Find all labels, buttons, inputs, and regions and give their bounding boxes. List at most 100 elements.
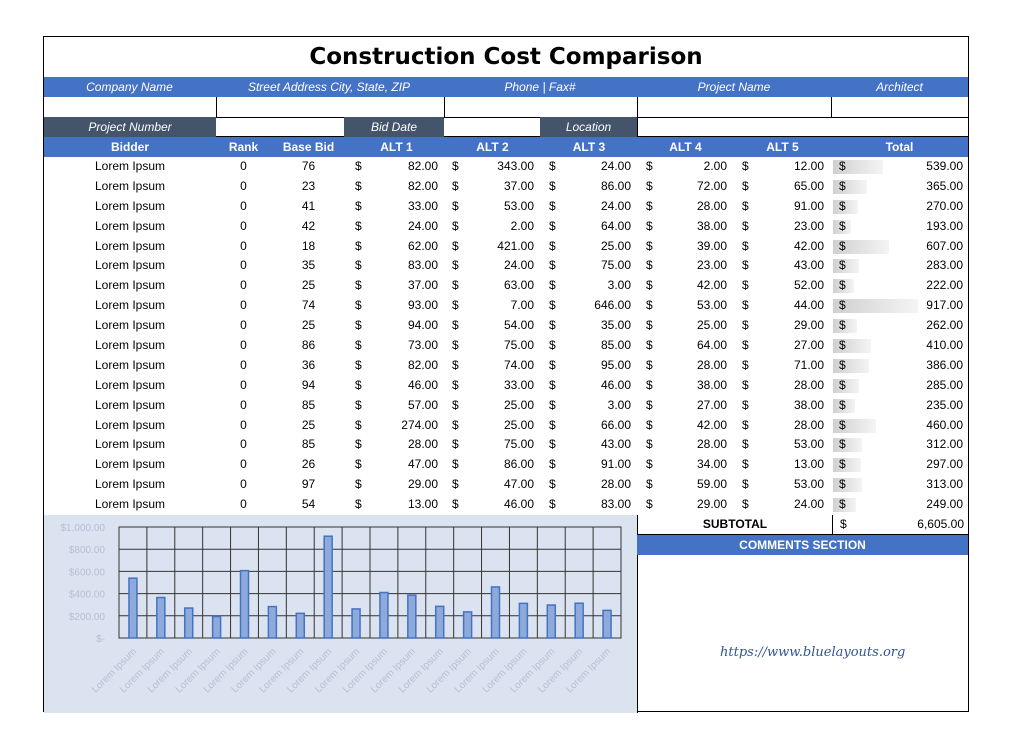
cell-alt3[interactable]: 95.00 — [600, 357, 631, 372]
cell-rank[interactable]: 0 — [240, 198, 247, 213]
cell-alt5[interactable]: 23.00 — [793, 218, 824, 233]
location-input[interactable] — [637, 117, 968, 137]
cell-alt3[interactable]: 86.00 — [600, 178, 631, 193]
cell-bidder[interactable]: Lorem Ipsum — [94, 278, 166, 293]
cell-base[interactable]: 86 — [301, 338, 316, 353]
cell-alt5[interactable]: 29.00 — [793, 318, 824, 333]
cell-total[interactable]: 262.00 — [926, 318, 963, 333]
cell-alt2[interactable]: 63.00 — [503, 278, 534, 293]
cell-base[interactable]: 23 — [301, 178, 316, 193]
cell-total[interactable]: 365.00 — [926, 178, 963, 193]
cell-base[interactable]: 36 — [301, 357, 316, 372]
cell-bidder[interactable]: Lorem Ipsum — [94, 477, 166, 492]
cell-base[interactable]: 25 — [301, 417, 316, 432]
cell-alt5[interactable]: 12.00 — [793, 159, 824, 173]
cell-alt3[interactable]: 64.00 — [600, 218, 631, 233]
cell-total[interactable]: 222.00 — [926, 278, 963, 293]
cell-total[interactable]: 607.00 — [926, 238, 963, 253]
cell-total[interactable]: 917.00 — [926, 298, 963, 313]
cell-alt1[interactable]: 82.00 — [407, 159, 438, 173]
cell-rank[interactable]: 0 — [240, 318, 247, 333]
cell-alt3[interactable]: 46.00 — [600, 377, 631, 392]
architect-input[interactable] — [831, 97, 968, 118]
cell-alt4[interactable]: 64.00 — [696, 338, 727, 353]
cell-alt2[interactable]: 86.00 — [503, 457, 534, 472]
cell-alt3[interactable]: 35.00 — [600, 318, 631, 333]
cell-alt2[interactable]: 24.00 — [503, 258, 534, 273]
cell-rank[interactable]: 0 — [240, 477, 247, 492]
cell-rank[interactable]: 0 — [240, 178, 247, 193]
cell-alt4[interactable]: 27.00 — [696, 397, 727, 412]
cell-alt4[interactable]: 72.00 — [696, 178, 727, 193]
cell-alt5[interactable]: 28.00 — [793, 417, 824, 432]
cell-base[interactable]: 94 — [301, 377, 316, 392]
cell-rank[interactable]: 0 — [240, 218, 247, 233]
cell-alt3[interactable]: 75.00 — [600, 258, 631, 273]
cell-alt2[interactable]: 7.00 — [510, 298, 534, 313]
phone-fax-input[interactable] — [444, 97, 638, 118]
cell-base[interactable]: 74 — [301, 298, 316, 313]
cell-base[interactable]: 35 — [301, 258, 316, 273]
cell-alt1[interactable]: 83.00 — [407, 258, 438, 273]
cell-bidder[interactable]: Lorem Ipsum — [94, 417, 166, 432]
cell-total[interactable]: 313.00 — [926, 477, 963, 492]
cell-base[interactable]: 25 — [301, 318, 316, 333]
cell-alt3[interactable]: 3.00 — [607, 278, 631, 293]
cell-alt4[interactable]: 28.00 — [696, 198, 727, 213]
cell-rank[interactable]: 0 — [240, 457, 247, 472]
cell-bidder[interactable]: Lorem Ipsum — [94, 178, 166, 193]
cell-total[interactable]: 283.00 — [926, 258, 963, 273]
cell-alt1[interactable]: 93.00 — [407, 298, 438, 313]
cell-bidder[interactable]: Lorem Ipsum — [94, 258, 166, 273]
cell-rank[interactable]: 0 — [240, 159, 247, 173]
cell-alt1[interactable]: 28.00 — [407, 437, 438, 452]
cell-alt5[interactable]: 52.00 — [793, 278, 824, 293]
cell-alt1[interactable]: 62.00 — [407, 238, 438, 253]
company-name-input[interactable] — [44, 97, 217, 118]
project-number-input[interactable] — [216, 117, 344, 137]
cell-rank[interactable]: 0 — [240, 357, 247, 372]
cell-base[interactable]: 54 — [301, 497, 316, 512]
cell-alt2[interactable]: 343.00 — [497, 159, 534, 173]
cell-alt5[interactable]: 65.00 — [793, 178, 824, 193]
cell-base[interactable]: 41 — [301, 198, 316, 213]
cell-alt4[interactable]: 34.00 — [696, 457, 727, 472]
cell-rank[interactable]: 0 — [240, 417, 247, 432]
cell-alt3[interactable]: 43.00 — [600, 437, 631, 452]
cell-base[interactable]: 26 — [301, 457, 316, 472]
cell-alt4[interactable]: 53.00 — [696, 298, 727, 313]
cell-alt2[interactable]: 33.00 — [503, 377, 534, 392]
cell-alt4[interactable]: 2.00 — [703, 159, 727, 173]
cell-total[interactable]: 386.00 — [926, 357, 963, 372]
cell-alt1[interactable]: 274.00 — [401, 417, 438, 432]
cell-bidder[interactable]: Lorem Ipsum — [94, 457, 166, 472]
cell-total[interactable]: 193.00 — [926, 218, 963, 233]
cell-base[interactable]: 85 — [301, 397, 316, 412]
cell-bidder[interactable]: Lorem Ipsum — [94, 318, 166, 333]
cell-alt2[interactable]: 75.00 — [503, 437, 534, 452]
cell-alt2[interactable]: 74.00 — [503, 357, 534, 372]
cell-bidder[interactable]: Lorem Ipsum — [94, 338, 166, 353]
cell-alt1[interactable]: 46.00 — [407, 377, 438, 392]
cell-alt2[interactable]: 25.00 — [503, 417, 534, 432]
cell-alt4[interactable]: 38.00 — [696, 377, 727, 392]
cell-alt4[interactable]: 38.00 — [696, 218, 727, 233]
cell-rank[interactable]: 0 — [240, 377, 247, 392]
cell-base[interactable]: 76 — [301, 159, 316, 173]
cell-bidder[interactable]: Lorem Ipsum — [94, 377, 166, 392]
cell-alt2[interactable]: 75.00 — [503, 338, 534, 353]
cell-alt3[interactable]: 91.00 — [600, 457, 631, 472]
cell-alt5[interactable]: 13.00 — [793, 457, 824, 472]
cell-total[interactable]: 410.00 — [926, 338, 963, 353]
cell-alt1[interactable]: 33.00 — [407, 198, 438, 213]
cell-alt4[interactable]: 39.00 — [696, 238, 727, 253]
cell-bidder[interactable]: Lorem Ipsum — [94, 159, 166, 173]
cell-alt2[interactable]: 25.00 — [503, 397, 534, 412]
cell-rank[interactable]: 0 — [240, 278, 247, 293]
cell-alt2[interactable]: 2.00 — [510, 218, 534, 233]
cell-base[interactable]: 85 — [301, 437, 316, 452]
cell-alt2[interactable]: 47.00 — [503, 477, 534, 492]
cell-alt2[interactable]: 54.00 — [503, 318, 534, 333]
cell-alt5[interactable]: 28.00 — [793, 377, 824, 392]
cell-alt2[interactable]: 421.00 — [497, 238, 534, 253]
